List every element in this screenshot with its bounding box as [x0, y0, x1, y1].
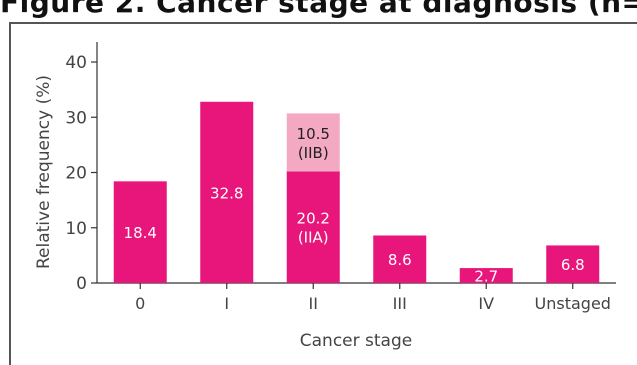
data-label: 32.8: [210, 184, 243, 202]
data-label: (IIA): [298, 229, 329, 247]
x-tick-label: Unstaged: [535, 294, 611, 313]
bar-i-segment-0: [200, 101, 254, 283]
data-label: 18.4: [124, 224, 157, 242]
chart-bars: [113, 101, 600, 283]
x-tick-label: I: [224, 294, 229, 313]
data-label: 2.7: [474, 268, 498, 286]
x-tick-label: II: [309, 294, 318, 313]
bar-ii-segment-0: [286, 171, 340, 283]
bar-unstaged-segment-0: [546, 245, 600, 283]
x-tick-label: 0: [135, 294, 145, 313]
data-label: 8.6: [388, 251, 412, 269]
data-label: 6.8: [561, 256, 585, 274]
chart-data-labels: 18.4 32.8 20.2(IIA) 8.6 2.7 6.8 10.5(IIB): [124, 125, 585, 286]
y-tick-label: 10: [65, 219, 87, 239]
x-axis-label: Cancer stage: [300, 331, 412, 351]
x-tick-label: III: [393, 294, 407, 313]
figure-frame: [9, 22, 637, 365]
y-tick-label: 30: [65, 108, 87, 128]
y-axis-label: Relative frequency (%): [34, 75, 54, 269]
y-tick-label: 0: [76, 274, 87, 294]
y-tick-label: 40: [65, 53, 87, 73]
bar-0-segment-0: [113, 181, 167, 283]
bar-ii-segment-1: [286, 113, 340, 172]
x-tick-label: IV: [478, 294, 494, 313]
data-label: 20.2: [297, 210, 330, 228]
bar-iv-segment-0: [459, 268, 513, 283]
data-label: 10.5: [297, 125, 330, 143]
y-tick-label: 20: [65, 164, 87, 184]
data-label: (IIB): [298, 144, 329, 162]
figure-title-strip: Figure 2. Cancer stage at diagnosis (n=3…: [0, 0, 637, 22]
bar-iii-segment-0: [373, 235, 427, 283]
figure-title: Figure 2. Cancer stage at diagnosis (n=3…: [0, 0, 637, 19]
